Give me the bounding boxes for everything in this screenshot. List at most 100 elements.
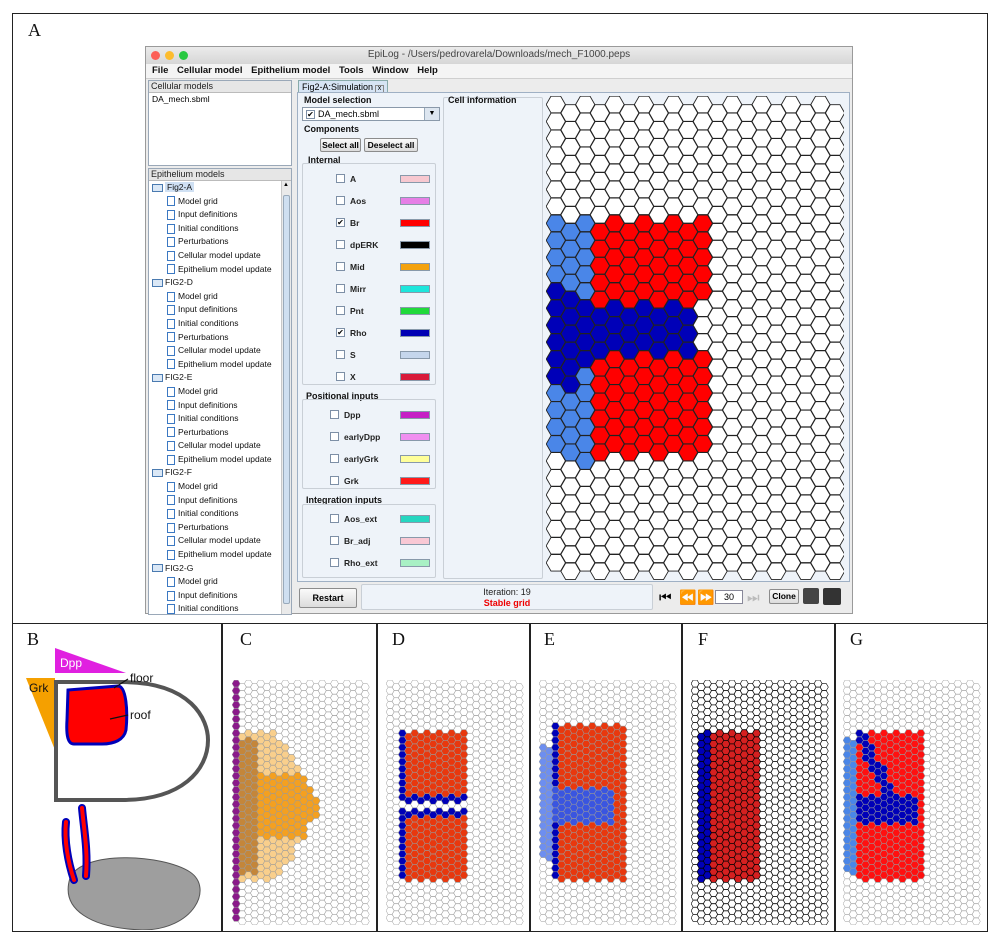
menu-tools[interactable]: Tools xyxy=(338,65,364,76)
color-swatch[interactable] xyxy=(400,197,430,205)
cellular-model-item[interactable]: DA_mech.sbml xyxy=(152,94,210,104)
model-checkbox[interactable]: ✔ xyxy=(306,110,315,119)
tree-item[interactable]: Model grid xyxy=(149,195,281,209)
checkbox-br_adj[interactable] xyxy=(330,536,339,545)
menu-help[interactable]: Help xyxy=(417,65,438,76)
tree-item[interactable]: Input definitions xyxy=(149,303,281,317)
camera-icon[interactable] xyxy=(803,588,819,604)
run-icon[interactable]: ⏭ xyxy=(747,589,760,605)
menu-epithelium-model[interactable]: Epithelium model xyxy=(251,65,331,76)
tree-item[interactable]: Initial conditions xyxy=(149,222,281,236)
step-forward-icon[interactable]: ⏩ xyxy=(697,589,715,605)
color-swatch[interactable] xyxy=(400,175,430,183)
tree-item[interactable]: Model grid xyxy=(149,480,281,494)
tree-group-0[interactable]: Fig2-A xyxy=(149,181,281,195)
tree-item[interactable]: Perturbations xyxy=(149,426,281,440)
menu-cellular-model[interactable]: Cellular model xyxy=(177,65,243,76)
checkbox-grk[interactable] xyxy=(330,476,339,485)
tree-item[interactable]: Cellular model update xyxy=(149,534,281,548)
color-swatch[interactable] xyxy=(400,411,430,419)
color-swatch[interactable] xyxy=(400,455,430,463)
tab-simulation[interactable]: Fig2-A:Simulation x xyxy=(298,80,389,94)
menu-file[interactable]: File xyxy=(152,65,169,76)
checkbox-dpp[interactable] xyxy=(330,410,339,419)
checkbox-br[interactable]: ✔ xyxy=(336,218,345,227)
checkbox-pnt[interactable] xyxy=(336,306,345,315)
deselect-all-button[interactable]: Deselect all xyxy=(364,138,418,152)
color-swatch[interactable] xyxy=(400,329,430,337)
checkbox-a[interactable] xyxy=(336,174,345,183)
color-swatch[interactable] xyxy=(400,263,430,271)
tree-item[interactable]: Model grid xyxy=(149,385,281,399)
tree-item[interactable]: Epithelium model update xyxy=(149,453,281,467)
checkbox-s[interactable] xyxy=(336,350,345,359)
playback-controls: ⏮ ⏪ ⏩ 30 ⏭ Clone xyxy=(657,588,847,608)
checkbox-aos_ext[interactable] xyxy=(330,514,339,523)
tree-item[interactable]: Model grid xyxy=(149,575,281,589)
tree-item[interactable]: Cellular model update xyxy=(149,439,281,453)
steps-input[interactable]: 30 xyxy=(715,590,743,604)
tree-item[interactable]: Input definitions xyxy=(149,399,281,413)
tree-group-1[interactable]: FIG2-D xyxy=(149,276,281,290)
minimize-window-icon[interactable] xyxy=(165,51,174,60)
tree-item[interactable]: Initial conditions xyxy=(149,317,281,331)
tree-group-4[interactable]: FIG2-G xyxy=(149,562,281,576)
color-swatch[interactable] xyxy=(400,433,430,441)
checkbox-mirr[interactable] xyxy=(336,284,345,293)
tree-item[interactable]: Input definitions xyxy=(149,208,281,222)
file-icon xyxy=(167,400,175,411)
color-swatch[interactable] xyxy=(400,219,430,227)
color-swatch[interactable] xyxy=(400,559,430,567)
simulation-hex-grid[interactable] xyxy=(546,96,844,580)
first-step-icon[interactable]: ⏮ xyxy=(659,589,672,605)
menu-window[interactable]: Window xyxy=(372,65,409,76)
tree-scrollbar[interactable]: ▲ xyxy=(281,181,291,614)
color-swatch[interactable] xyxy=(400,515,430,523)
color-swatch[interactable] xyxy=(400,477,430,485)
tree-item[interactable]: Epithelium model update xyxy=(149,263,281,277)
color-swatch[interactable] xyxy=(400,373,430,381)
tree-item[interactable]: Model grid xyxy=(149,290,281,304)
tree-item[interactable]: Input definitions xyxy=(149,589,281,603)
camera-large-icon[interactable] xyxy=(823,588,841,605)
tree-item[interactable]: Perturbations xyxy=(149,235,281,249)
tree-item[interactable]: Cellular model update xyxy=(149,344,281,358)
color-swatch[interactable] xyxy=(400,307,430,315)
model-select[interactable]: ✔ DA_mech.sbml ▼ xyxy=(302,107,440,121)
tree-item[interactable]: Cellular model update xyxy=(149,249,281,263)
restart-button[interactable]: Restart xyxy=(299,588,357,608)
checkbox-rho[interactable]: ✔ xyxy=(336,328,345,337)
select-all-button[interactable]: Select all xyxy=(320,138,361,152)
checkbox-rho_ext[interactable] xyxy=(330,558,339,567)
checkbox-earlydpp[interactable] xyxy=(330,432,339,441)
chevron-down-icon[interactable]: ▼ xyxy=(424,108,439,120)
tree-item[interactable]: Initial conditions xyxy=(149,507,281,521)
color-swatch[interactable] xyxy=(400,351,430,359)
tree-item[interactable]: Initial conditions xyxy=(149,602,281,614)
checkbox-aos[interactable] xyxy=(336,196,345,205)
tree-item[interactable]: Epithelium model update xyxy=(149,358,281,372)
tree-group-3[interactable]: FIG2-F xyxy=(149,466,281,480)
checkbox-dperk[interactable] xyxy=(336,240,345,249)
tree-item[interactable]: Input definitions xyxy=(149,494,281,508)
checkbox-earlygrk[interactable] xyxy=(330,454,339,463)
panel-g-cell xyxy=(971,683,981,691)
scroll-thumb[interactable] xyxy=(283,195,290,604)
scroll-up-icon[interactable]: ▲ xyxy=(283,182,289,188)
folder-icon xyxy=(152,374,163,383)
checkbox-x[interactable] xyxy=(336,372,345,381)
tree-item[interactable]: Epithelium model update xyxy=(149,548,281,562)
tree-group-2[interactable]: FIG2-E xyxy=(149,371,281,385)
tree-item[interactable]: Initial conditions xyxy=(149,412,281,426)
color-swatch[interactable] xyxy=(400,285,430,293)
tree-item[interactable]: Perturbations xyxy=(149,331,281,345)
panel-c-cell xyxy=(360,725,370,734)
checkbox-mid[interactable] xyxy=(336,262,345,271)
color-swatch[interactable] xyxy=(400,241,430,249)
clone-button[interactable]: Clone xyxy=(769,589,799,604)
close-window-icon[interactable] xyxy=(151,51,160,60)
color-swatch[interactable] xyxy=(400,537,430,545)
step-back-icon[interactable]: ⏪ xyxy=(679,589,697,605)
zoom-window-icon[interactable] xyxy=(179,51,188,60)
tree-item[interactable]: Perturbations xyxy=(149,521,281,535)
